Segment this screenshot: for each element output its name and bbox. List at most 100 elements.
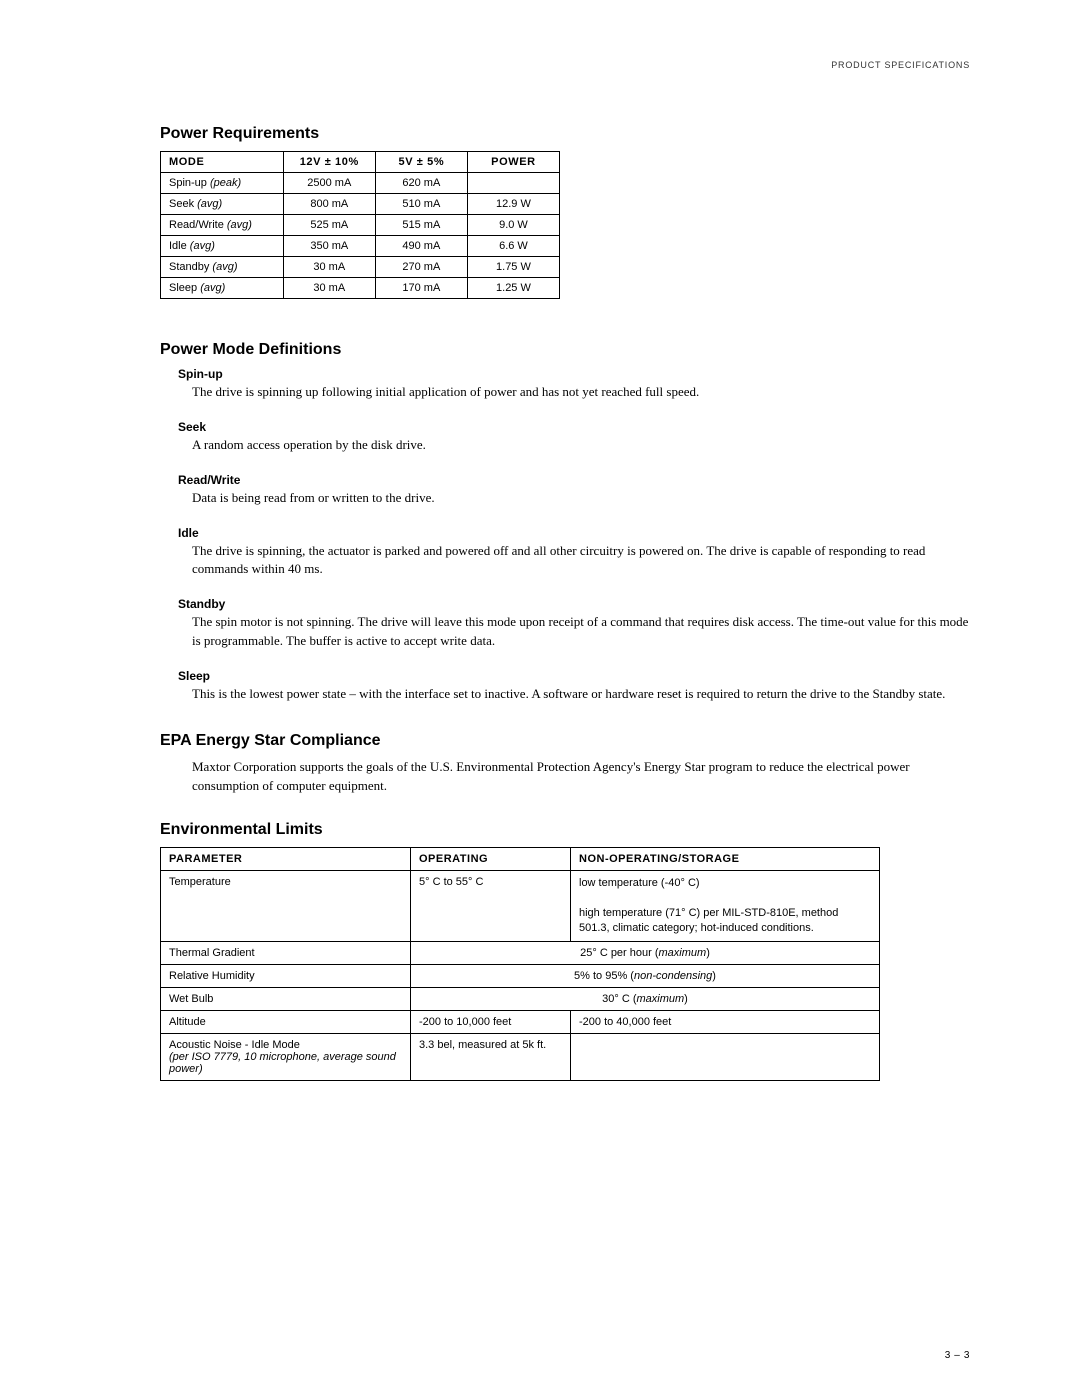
cell-5v: 170 mA: [375, 278, 467, 299]
cell-operating: 5° C to 55° C: [411, 871, 571, 941]
definition-body: The drive is spinning, the actuator is p…: [192, 542, 970, 580]
val-suffix: ): [684, 993, 688, 1005]
table-row: Thermal Gradient 25° C per hour (maximum…: [161, 941, 880, 964]
acoustic-line1: Acoustic Noise - Idle Mode: [169, 1039, 300, 1051]
cell-operating: 3.3 bel, measured at 5k ft.: [411, 1033, 571, 1080]
cell-mode: Sleep (avg): [161, 278, 284, 299]
val-prefix: 25° C per hour (: [580, 947, 658, 959]
cell-power: 9.0 W: [467, 215, 559, 236]
heading-environmental-limits: Environmental Limits: [160, 821, 970, 839]
cell-5v: 510 mA: [375, 194, 467, 215]
cell-power: 12.9 W: [467, 194, 559, 215]
cell-param: Wet Bulb: [161, 987, 411, 1010]
cell-power: 6.6 W: [467, 236, 559, 257]
cell-merged: 30° C (maximum): [411, 987, 880, 1010]
val-italic: maximum: [637, 993, 685, 1005]
definition-block: Read/Write Data is being read from or wri…: [178, 473, 970, 508]
cell-merged: 5% to 95% (non-condensing): [411, 964, 880, 987]
cell-mode: Idle (avg): [161, 236, 284, 257]
cell-param: Altitude: [161, 1010, 411, 1033]
definition-term: Idle: [178, 526, 970, 540]
col-parameter: PARAMETER: [161, 848, 411, 871]
table-row: Sleep (avg)30 mA170 mA1.25 W: [161, 278, 560, 299]
table-row: Seek (avg)800 mA510 mA12.9 W: [161, 194, 560, 215]
definition-block: Seek A random access operation by the dis…: [178, 420, 970, 455]
page-content: PRODUCT SPECIFICATIONS Power Requirement…: [0, 0, 1080, 1121]
cell-12v: 30 mA: [283, 278, 375, 299]
cell-5v: 620 mA: [375, 173, 467, 194]
cell-5v: 490 mA: [375, 236, 467, 257]
definition-body: This is the lowest power state – with th…: [192, 685, 970, 704]
cell-12v: 800 mA: [283, 194, 375, 215]
definition-term: Spin-up: [178, 367, 970, 381]
acoustic-line2: (per ISO 7779, 10 microphone, average so…: [169, 1051, 396, 1075]
cell-power: [467, 173, 559, 194]
col-nonop: NON-OPERATING/STORAGE: [571, 848, 880, 871]
cell-param: Temperature: [161, 871, 411, 941]
cell-param: Relative Humidity: [161, 964, 411, 987]
table-row: Spin-up (peak)2500 mA620 mA: [161, 173, 560, 194]
definition-block: Idle The drive is spinning, the actuator …: [178, 526, 970, 580]
cell-param: Acoustic Noise - Idle Mode (per ISO 7779…: [161, 1033, 411, 1080]
definition-term: Read/Write: [178, 473, 970, 487]
page-number: 3 – 3: [945, 1350, 970, 1361]
heading-epa-compliance: EPA Energy Star Compliance: [160, 732, 970, 750]
table-row: Acoustic Noise - Idle Mode (per ISO 7779…: [161, 1033, 880, 1080]
nonop-high: high temperature (71° C) per MIL-STD-810…: [579, 907, 838, 934]
cell-operating: -200 to 10,000 feet: [411, 1010, 571, 1033]
definition-body: The spin motor is not spinning. The driv…: [192, 613, 970, 651]
val-prefix: 5% to 95% (: [574, 970, 634, 982]
cell-mode: Standby (avg): [161, 257, 284, 278]
cell-mode: Seek (avg): [161, 194, 284, 215]
table-row: Read/Write (avg)525 mA515 mA9.0 W: [161, 215, 560, 236]
cell-nonop: low temperature (-40° C) high temperatur…: [571, 871, 880, 941]
col-power: POWER: [467, 152, 559, 173]
table-row: Standby (avg)30 mA270 mA1.75 W: [161, 257, 560, 278]
heading-power-requirements: Power Requirements: [160, 125, 970, 143]
definition-list: Spin-up The drive is spinning up followin…: [160, 367, 970, 704]
definition-term: Seek: [178, 420, 970, 434]
table-header-row: MODE 12V ± 10% 5V ± 5% POWER: [161, 152, 560, 173]
col-12v: 12V ± 10%: [283, 152, 375, 173]
cell-12v: 350 mA: [283, 236, 375, 257]
environmental-limits-table: PARAMETER OPERATING NON-OPERATING/STORAG…: [160, 847, 880, 1080]
definition-block: Standby The spin motor is not spinning. T…: [178, 597, 970, 651]
table-row: Idle (avg)350 mA490 mA6.6 W: [161, 236, 560, 257]
col-operating: OPERATING: [411, 848, 571, 871]
cell-5v: 515 mA: [375, 215, 467, 236]
cell-power: 1.75 W: [467, 257, 559, 278]
cell-nonop: [571, 1033, 880, 1080]
cell-mode: Spin-up (peak): [161, 173, 284, 194]
val-italic: non-condensing: [634, 970, 712, 982]
col-5v: 5V ± 5%: [375, 152, 467, 173]
definition-term: Sleep: [178, 669, 970, 683]
definition-term: Standby: [178, 597, 970, 611]
definition-body: A random access operation by the disk dr…: [192, 436, 970, 455]
cell-5v: 270 mA: [375, 257, 467, 278]
val-suffix: ): [706, 947, 710, 959]
nonop-low: low temperature (-40° C): [579, 877, 700, 889]
val-italic: maximum: [659, 947, 707, 959]
cell-12v: 30 mA: [283, 257, 375, 278]
power-requirements-table: MODE 12V ± 10% 5V ± 5% POWER Spin-up (pe…: [160, 151, 560, 299]
definition-block: Sleep This is the lowest power state – wi…: [178, 669, 970, 704]
definition-body: The drive is spinning up following initi…: [192, 383, 970, 402]
header-product-spec: PRODUCT SPECIFICATIONS: [160, 60, 970, 70]
cell-merged: 25° C per hour (maximum): [411, 941, 880, 964]
val-suffix: ): [712, 970, 716, 982]
cell-mode: Read/Write (avg): [161, 215, 284, 236]
cell-12v: 2500 mA: [283, 173, 375, 194]
epa-body-text: Maxtor Corporation supports the goals of…: [192, 758, 970, 796]
table-header-row: PARAMETER OPERATING NON-OPERATING/STORAG…: [161, 848, 880, 871]
table-row: Relative Humidity 5% to 95% (non-condens…: [161, 964, 880, 987]
table-row: Altitude -200 to 10,000 feet -200 to 40,…: [161, 1010, 880, 1033]
definition-body: Data is being read from or written to th…: [192, 489, 970, 508]
cell-param: Thermal Gradient: [161, 941, 411, 964]
definition-block: Spin-up The drive is spinning up followin…: [178, 367, 970, 402]
cell-nonop: -200 to 40,000 feet: [571, 1010, 880, 1033]
val-prefix: 30° C (: [602, 993, 636, 1005]
col-mode: MODE: [161, 152, 284, 173]
heading-power-mode-definitions: Power Mode Definitions: [160, 341, 970, 359]
cell-power: 1.25 W: [467, 278, 559, 299]
table-row: Temperature 5° C to 55° C low temperatur…: [161, 871, 880, 941]
